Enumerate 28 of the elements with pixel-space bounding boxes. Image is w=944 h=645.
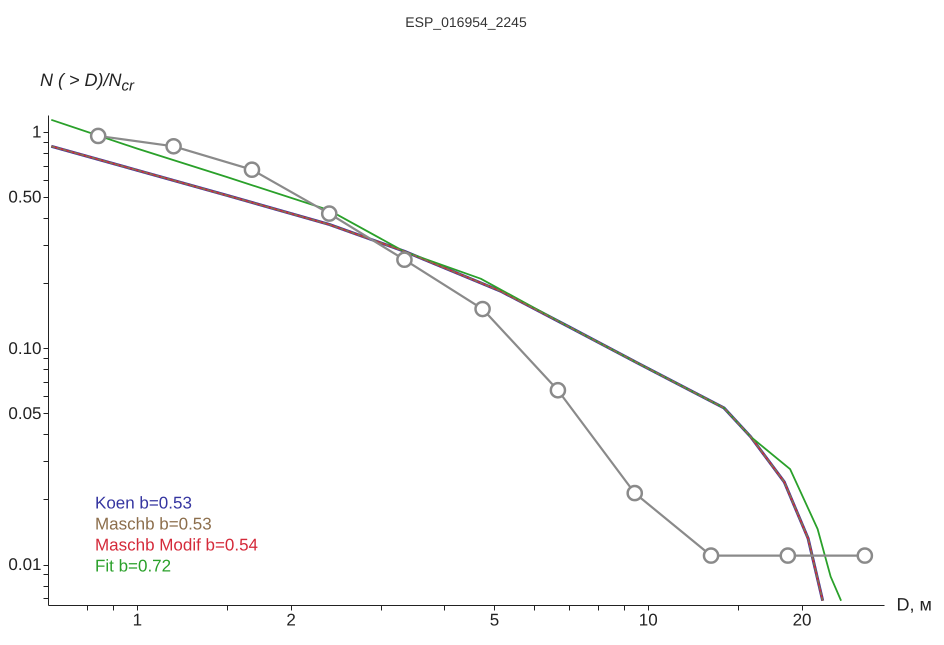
y-tick-label: 1	[32, 122, 42, 142]
text: Maschb b=0.53	[95, 514, 212, 534]
point	[550, 382, 566, 399]
point	[780, 547, 796, 564]
x-tick-label: 5	[490, 610, 500, 630]
point	[702, 547, 720, 564]
point	[320, 205, 338, 222]
y-tick-label: 0.01	[8, 555, 42, 574]
x-tick-label: 1	[132, 610, 142, 630]
point	[626, 484, 644, 502]
text: Fit b=0.72	[95, 556, 172, 576]
x-tick-label: 2	[286, 610, 296, 630]
x-tick-label: 20	[792, 610, 812, 630]
text: Maschb Modif b=0.54	[95, 536, 258, 554]
point	[474, 300, 491, 318]
y-tick-label: 0.05	[8, 404, 42, 423]
y-axis-title: N ( > D)/N$_{cr}$	[40, 70, 134, 95]
chart-title: ESP_016954_2245	[405, 14, 527, 30]
x-axis-title: D, м	[896, 594, 932, 614]
point	[90, 128, 106, 144]
point	[165, 138, 182, 155]
point	[396, 251, 413, 268]
text: Koen b=0.53	[95, 494, 192, 512]
point	[856, 547, 874, 564]
y-tick-label: 0.50	[8, 188, 42, 207]
y-tick-label: 0.10	[8, 338, 42, 358]
point	[244, 161, 260, 178]
x-tick-label: 10	[638, 610, 658, 630]
